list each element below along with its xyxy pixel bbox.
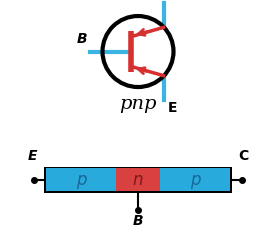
Bar [160,169,230,191]
Text: pnp: pnp [119,95,157,113]
Text: C: C [238,149,248,163]
Bar [116,169,160,191]
Bar [46,169,116,191]
Text: E: E [168,101,177,115]
Bar [44,167,232,193]
Text: p: p [190,171,200,189]
Text: B: B [133,214,143,228]
Text: p: p [76,171,86,189]
Text: C: C [168,0,178,2]
Text: B: B [76,33,87,46]
Text: n: n [133,171,143,189]
Text: E: E [28,149,38,163]
